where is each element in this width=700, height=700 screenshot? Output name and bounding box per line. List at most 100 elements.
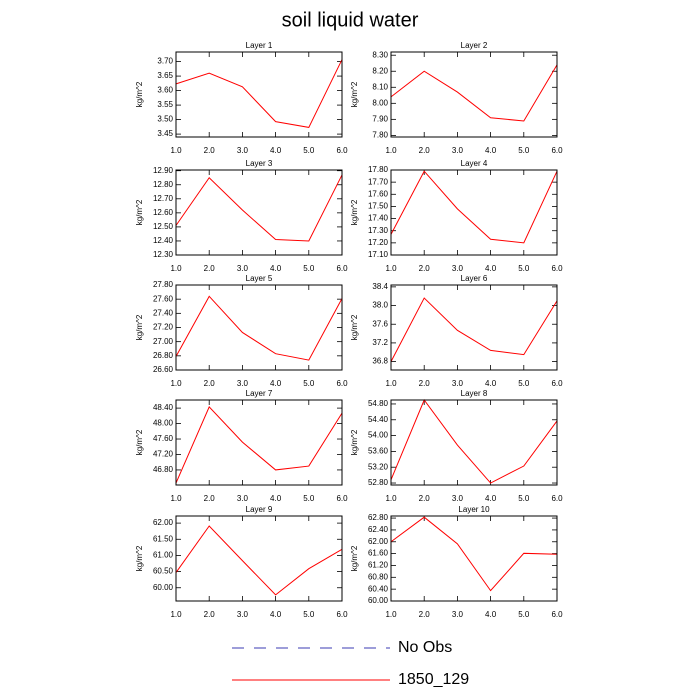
y-tick-label: 62.00 [368,537,389,546]
x-tick-label: 3.0 [452,146,464,155]
x-tick-label: 4.0 [485,379,497,388]
x-tick-label: 1.0 [170,494,182,503]
x-tick-label: 6.0 [551,146,563,155]
x-tick-label: 6.0 [336,146,348,155]
y-tick-label: 8.10 [372,82,388,91]
data-line [175,406,343,484]
x-tick-label: 2.0 [419,379,431,388]
x-tick-label: 5.0 [303,146,315,155]
panel: Layer 1 kg/m^2 3.45 3.50 3.55 3.60 3.65 3.70 1.0… [135,41,348,155]
x-tick-label: 4.0 [270,146,282,155]
y-tick-label: 60.00 [368,596,389,605]
x-tick-label: 5.0 [518,264,530,273]
x-tick-label: 2.0 [419,146,431,155]
x-tick-label: 4.0 [270,264,282,273]
plot-frame [175,515,343,602]
y-tick-label: 60.80 [368,572,389,581]
y-tick-label: 38.0 [372,301,388,310]
y-tick-label: 3.65 [157,71,173,80]
x-tick-label: 6.0 [336,494,348,503]
x-tick-label: 6.0 [336,264,348,273]
y-axis-label: kg/m^2 [135,199,144,225]
y-axis-label: kg/m^2 [350,545,359,571]
y-tick-label: 48.40 [153,403,174,412]
x-tick-label: 4.0 [485,264,497,273]
x-tick-label: 3.0 [237,494,249,503]
y-tick-label: 12.60 [153,208,174,217]
plot-frame [175,399,343,486]
y-tick-label: 17.30 [368,226,389,235]
y-tick-label: 27.40 [153,308,174,317]
y-tick-label: 60.00 [153,583,174,592]
x-tick-label: 4.0 [270,610,282,619]
y-tick-label: 37.6 [372,319,388,328]
y-tick-label: 3.45 [157,129,173,138]
y-tick-label: 12.50 [153,222,174,231]
y-axis-label: kg/m^2 [350,429,359,455]
y-tick-label: 46.80 [153,465,174,474]
x-tick-label: 3.0 [452,494,464,503]
x-tick-label: 5.0 [303,379,315,388]
y-tick-label: 3.70 [157,57,173,66]
y-tick-label: 48.00 [153,419,174,428]
y-tick-label: 26.60 [153,365,174,374]
x-tick-label: 1.0 [385,264,397,273]
y-tick-label: 37.2 [372,338,388,347]
x-tick-label: 3.0 [237,610,249,619]
x-tick-label: 2.0 [419,494,431,503]
panel-title: Layer 4 [461,159,488,168]
panel: Layer 9 kg/m^2 60.00 60.50 61.00 61.50 62.00 1.… [135,505,348,619]
y-tick-label: 54.00 [368,431,389,440]
x-tick-label: 5.0 [303,610,315,619]
panel-title: Layer 5 [246,274,273,283]
y-axis-label: kg/m^2 [135,429,144,455]
panel: Layer 8 kg/m^2 52.80 53.20 53.60 54.00 54.40 54… [350,389,563,503]
y-tick-label: 17.60 [368,189,389,198]
y-tick-label: 17.40 [368,214,389,223]
data-line [175,59,343,128]
y-axis-label: kg/m^2 [350,199,359,225]
x-tick-label: 2.0 [204,494,216,503]
y-tick-label: 12.30 [153,250,174,259]
plot-frame [390,515,558,602]
y-tick-label: 47.20 [153,450,174,459]
x-tick-label: 6.0 [551,379,563,388]
y-tick-label: 27.20 [153,323,174,332]
x-tick-label: 3.0 [452,610,464,619]
x-tick-label: 1.0 [385,379,397,388]
panel-title: Layer 7 [246,389,273,398]
y-tick-label: 12.70 [153,194,174,203]
x-tick-label: 2.0 [204,610,216,619]
y-tick-label: 62.00 [153,518,174,527]
y-tick-label: 3.50 [157,115,173,124]
x-tick-label: 1.0 [385,494,397,503]
x-tick-label: 1.0 [170,379,182,388]
plot-frame [175,169,343,256]
plot-frame [175,284,343,371]
y-tick-label: 12.40 [153,236,174,245]
y-tick-label: 26.80 [153,351,174,360]
y-tick-label: 62.40 [368,525,389,534]
x-tick-label: 2.0 [419,610,431,619]
y-tick-label: 8.00 [372,98,388,107]
y-tick-label: 60.50 [153,567,174,576]
x-tick-label: 2.0 [204,379,216,388]
y-tick-label: 17.50 [368,202,389,211]
legend-label: 1850_129 [398,671,469,688]
x-tick-label: 1.0 [170,264,182,273]
y-tick-label: 60.40 [368,584,389,593]
data-line [390,64,558,122]
x-tick-label: 2.0 [204,264,216,273]
x-tick-label: 2.0 [204,146,216,155]
y-axis-label: kg/m^2 [350,314,359,340]
y-tick-label: 53.60 [368,447,389,456]
panel: Layer 5 kg/m^2 26.60 26.80 27.00 27.20 27.40 27… [135,274,348,388]
data-line [175,295,343,361]
y-tick-label: 17.80 [368,165,389,174]
y-tick-label: 8.20 [372,66,388,75]
x-tick-label: 6.0 [551,494,563,503]
x-tick-label: 1.0 [385,146,397,155]
x-tick-label: 6.0 [336,610,348,619]
y-tick-label: 12.80 [153,180,174,189]
panel-title: Layer 1 [246,41,273,50]
